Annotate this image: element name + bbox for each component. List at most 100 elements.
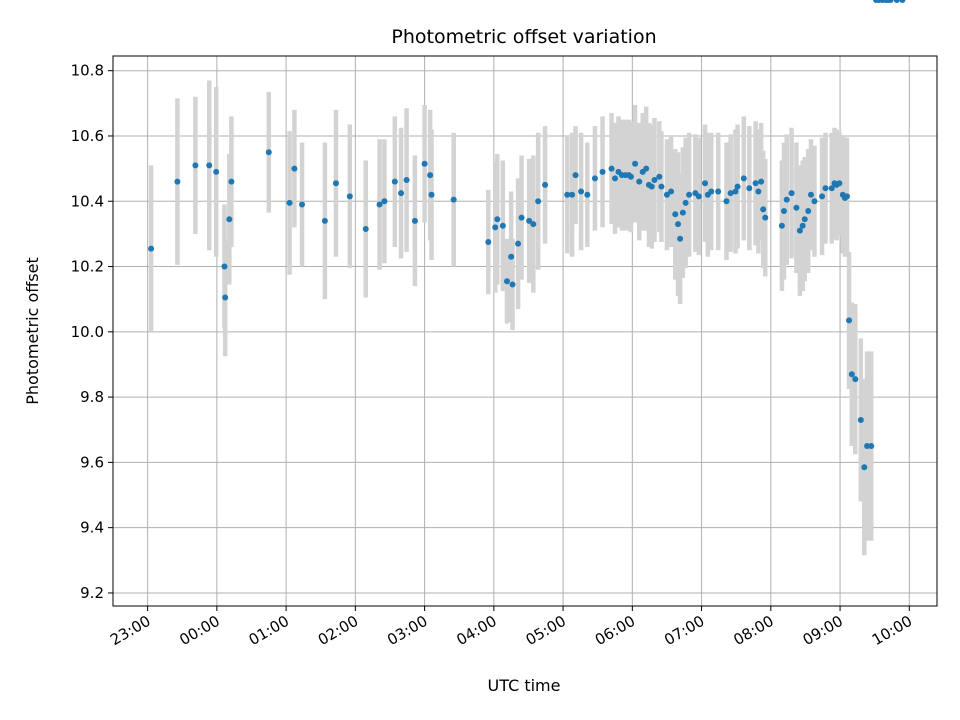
data-point — [542, 181, 549, 188]
data-point — [805, 208, 812, 215]
data-point — [503, 278, 510, 285]
data-point — [391, 178, 398, 185]
data-point — [836, 180, 843, 187]
data-point — [584, 191, 591, 198]
y-tick-label: 10.4 — [71, 192, 104, 210]
data-point — [564, 191, 571, 198]
y-tick-label: 10.8 — [71, 62, 104, 80]
data-point — [708, 188, 715, 195]
data-point — [398, 190, 405, 197]
data-point — [494, 216, 501, 223]
data-point — [499, 222, 506, 229]
y-tick-label: 10.6 — [71, 127, 104, 145]
data-point — [221, 263, 228, 270]
data-point — [421, 160, 428, 167]
data-point — [822, 185, 829, 192]
data-point — [861, 464, 868, 471]
data-point — [346, 193, 353, 200]
data-point — [632, 160, 639, 167]
data-point — [648, 183, 655, 190]
data-point — [535, 198, 542, 205]
data-point — [265, 149, 272, 156]
data-point — [864, 443, 871, 450]
data-point — [222, 294, 229, 301]
data-point — [762, 214, 769, 221]
data-point — [796, 227, 803, 234]
y-tick-label: 9.6 — [80, 453, 104, 471]
data-point — [723, 198, 730, 205]
data-point — [612, 175, 619, 182]
data-point — [807, 191, 814, 198]
data-point — [848, 371, 855, 378]
data-point — [801, 216, 808, 223]
data-point — [656, 173, 663, 180]
data-point — [828, 185, 835, 192]
data-point — [591, 175, 598, 182]
data-point — [192, 162, 199, 169]
data-point — [899, 0, 906, 3]
y-tick-label: 9.8 — [80, 388, 104, 406]
data-point — [228, 178, 235, 185]
data-point — [174, 178, 181, 185]
data-point — [695, 193, 702, 200]
data-point — [530, 221, 537, 228]
data-point — [651, 177, 658, 184]
y-tick-label: 10.0 — [71, 323, 104, 341]
data-point — [643, 165, 650, 172]
data-point — [332, 180, 339, 187]
y-tick-label: 9.4 — [80, 519, 104, 537]
data-point — [526, 217, 533, 224]
data-point — [740, 175, 747, 182]
data-point — [734, 183, 741, 190]
data-point — [793, 204, 800, 211]
data-point — [508, 253, 515, 260]
data-point — [727, 190, 734, 197]
data-point — [811, 198, 818, 205]
data-point — [893, 0, 900, 3]
data-point — [362, 225, 369, 232]
data-point — [569, 191, 576, 198]
data-point — [819, 193, 826, 200]
data-point — [485, 239, 492, 246]
data-point — [746, 185, 753, 192]
data-point — [846, 317, 853, 324]
data-point — [672, 211, 679, 218]
data-point — [887, 0, 894, 3]
x-axis-label: UTC time — [488, 676, 561, 695]
data-point — [286, 199, 293, 206]
data-point — [715, 188, 722, 195]
data-point — [299, 201, 306, 208]
y-axis-label: Photometric offset — [23, 257, 42, 405]
data-point — [321, 217, 328, 224]
data-point — [427, 172, 434, 179]
data-point — [760, 206, 767, 213]
data-point — [799, 222, 806, 229]
data-point — [658, 183, 665, 190]
data-point — [732, 188, 739, 195]
data-point — [206, 162, 213, 169]
data-point — [572, 172, 579, 179]
data-point — [758, 178, 765, 185]
data-point — [578, 188, 585, 195]
data-point — [148, 245, 155, 252]
chart-title: Photometric offset variation — [391, 26, 656, 48]
data-point — [226, 216, 233, 223]
data-point — [428, 191, 435, 198]
data-point — [403, 177, 410, 184]
data-point — [291, 165, 298, 172]
data-point — [509, 281, 516, 288]
y-tick-label: 10.2 — [71, 258, 104, 276]
data-point — [686, 191, 693, 198]
data-point — [752, 180, 759, 187]
data-point — [702, 180, 709, 187]
data-point — [492, 224, 499, 231]
data-point — [518, 214, 525, 221]
data-point — [450, 196, 457, 203]
data-point — [868, 443, 875, 450]
data-point — [636, 178, 643, 185]
data-point — [788, 190, 795, 197]
data-point — [515, 240, 522, 247]
data-point — [677, 235, 684, 242]
data-point — [668, 188, 675, 195]
